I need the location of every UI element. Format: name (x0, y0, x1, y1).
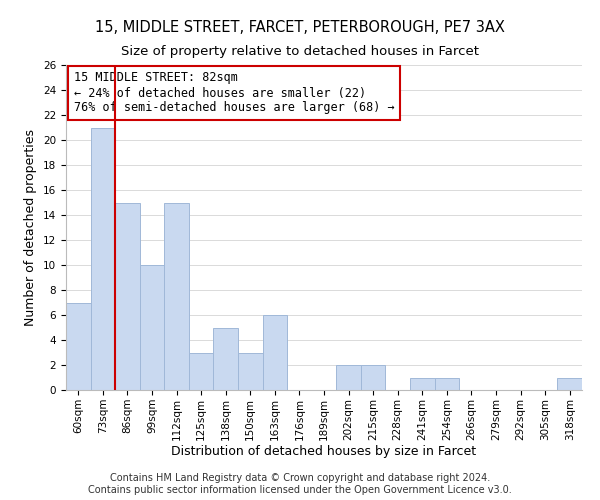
Bar (214, 328, 238, 390)
Bar (238, 352, 263, 390)
Text: 15 MIDDLE STREET: 82sqm
← 24% of detached houses are smaller (22)
76% of semi-de: 15 MIDDLE STREET: 82sqm ← 24% of detache… (74, 72, 394, 114)
Bar (115, 202, 140, 390)
Bar (164, 202, 189, 390)
Text: Contains HM Land Registry data © Crown copyright and database right 2024.
Contai: Contains HM Land Registry data © Crown c… (88, 474, 512, 495)
Text: Size of property relative to detached houses in Farcet: Size of property relative to detached ho… (121, 45, 479, 58)
Bar (263, 315, 287, 390)
Bar (336, 365, 361, 390)
X-axis label: Distribution of detached houses by size in Farcet: Distribution of detached houses by size … (172, 446, 476, 458)
Y-axis label: Number of detached properties: Number of detached properties (25, 129, 37, 326)
Text: 15, MIDDLE STREET, FARCET, PETERBOROUGH, PE7 3AX: 15, MIDDLE STREET, FARCET, PETERBOROUGH,… (95, 20, 505, 35)
Bar (434, 378, 459, 390)
Bar (140, 265, 164, 390)
Bar (557, 378, 582, 390)
Bar (361, 365, 385, 390)
Bar (91, 128, 115, 390)
Bar (189, 352, 214, 390)
Bar (410, 378, 434, 390)
Bar (66, 302, 91, 390)
